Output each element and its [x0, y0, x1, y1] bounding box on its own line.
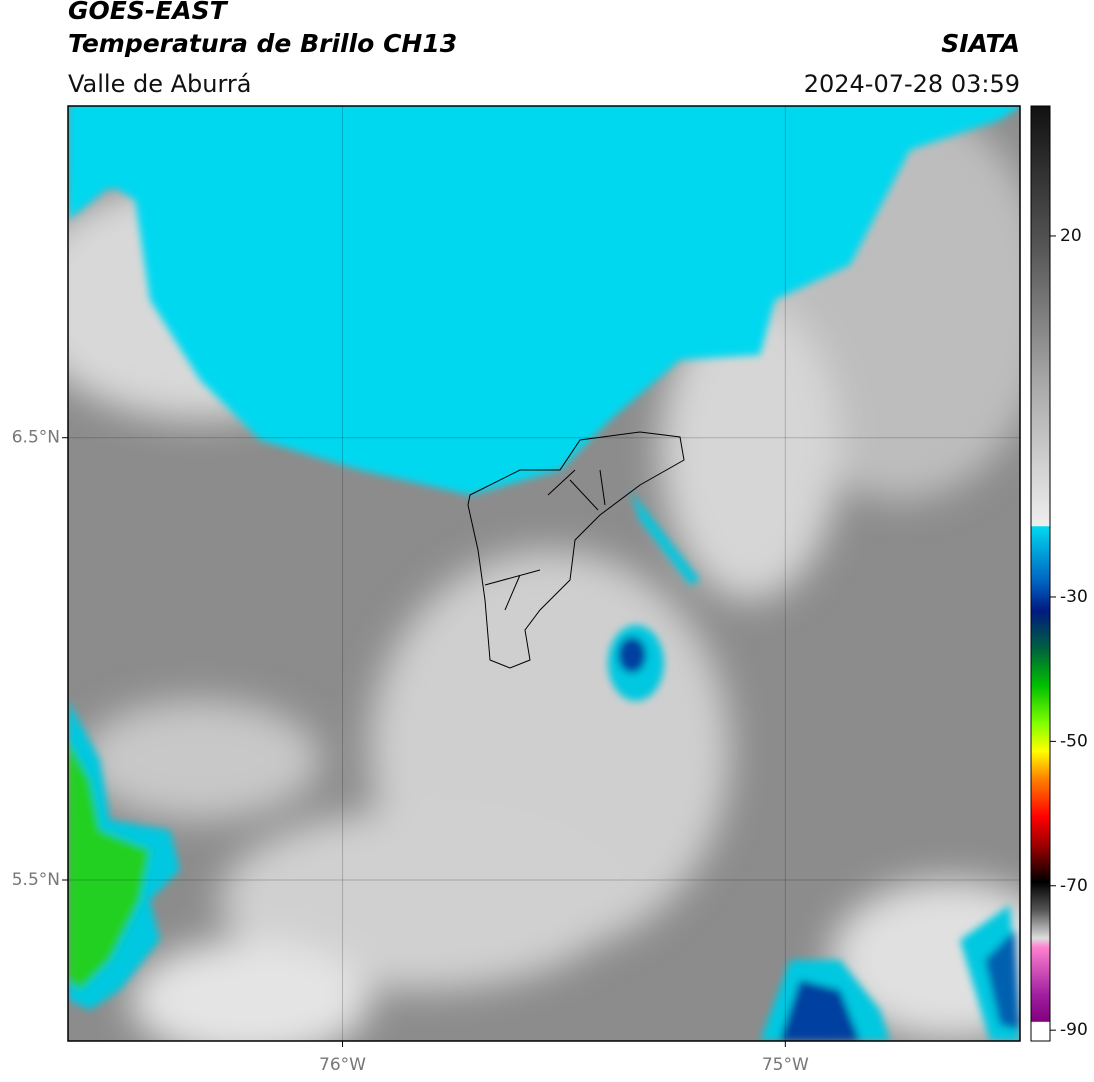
satellite-image: [68, 106, 1020, 1041]
colorbar-tick-label: 20: [1060, 226, 1082, 246]
title: GOES-EAST: [68, 0, 229, 25]
colorbar: [1030, 105, 1051, 1042]
colorbar-tick-label: -30: [1060, 587, 1088, 607]
colorbar-tick-label: -70: [1060, 876, 1088, 896]
colorbar-tick-label: -50: [1060, 731, 1088, 751]
source: SIATA: [941, 29, 1020, 58]
y-tick-label: 6.5°N: [12, 428, 60, 448]
y-tick-label: 5.5°N: [12, 870, 60, 890]
x-tick-label: 75°W: [762, 1055, 809, 1075]
timestamp: 2024-07-28 03:59: [804, 70, 1020, 98]
colorbar-tick-label: -90: [1060, 1020, 1088, 1040]
subtitle: Temperatura de Brillo CH13: [68, 29, 457, 58]
map-frame: [67, 105, 1021, 1042]
region: Valle de Aburrá: [68, 70, 252, 98]
x-tick-label: 76°W: [319, 1055, 366, 1075]
